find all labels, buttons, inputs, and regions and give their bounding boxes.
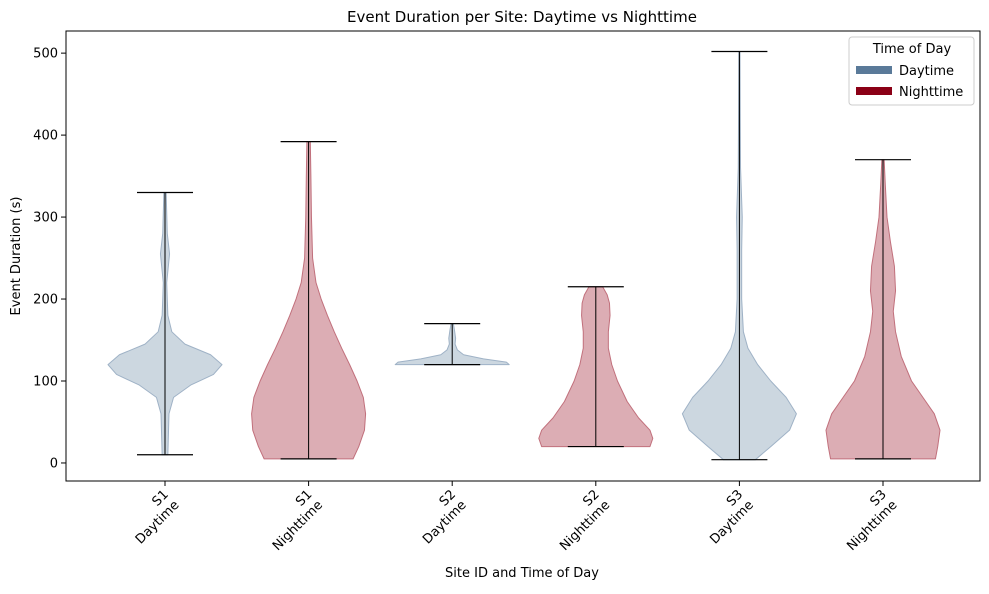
y-tick-label-3: 300 [33,211,58,226]
x-tick-time-1: Nighttime [270,498,326,554]
y-tick-label-5: 500 [33,47,58,62]
plot-frame [65,30,981,482]
x-tick-time-5: Nighttime [844,498,900,554]
x-tick-label-2: S2Daytime [409,487,469,547]
legend: Time of Day Daytime Nighttime [848,36,975,106]
legend-label-nighttime: Nighttime [899,85,963,100]
x-tick-label-1: S1Nighttime [259,487,326,554]
x-tick-label-0: S1Daytime [122,487,182,547]
x-tick-time-3: Nighttime [557,498,613,554]
x-axis-label: Site ID and Time of Day [445,566,599,581]
legend-swatch-daytime [856,66,892,74]
x-tick-label-3: S2Nighttime [547,487,614,554]
y-axis-label: Event Duration (s) [9,197,24,316]
legend-swatch-nighttime [856,87,892,95]
y-tick-label-4: 400 [33,129,58,144]
legend-label-daytime: Daytime [899,64,954,79]
plot-area [107,50,941,461]
y-tick-label-2: 200 [33,293,58,308]
y-tick-label-1: 100 [33,375,58,390]
legend-title: Time of Day [872,42,952,57]
x-tick-label-5: S3Nighttime [834,487,901,554]
y-tick-label-0: 0 [50,456,58,471]
chart-title: Event Duration per Site: Daytime vs Nigh… [347,8,697,26]
x-tick-label-4: S3Daytime [697,487,757,547]
